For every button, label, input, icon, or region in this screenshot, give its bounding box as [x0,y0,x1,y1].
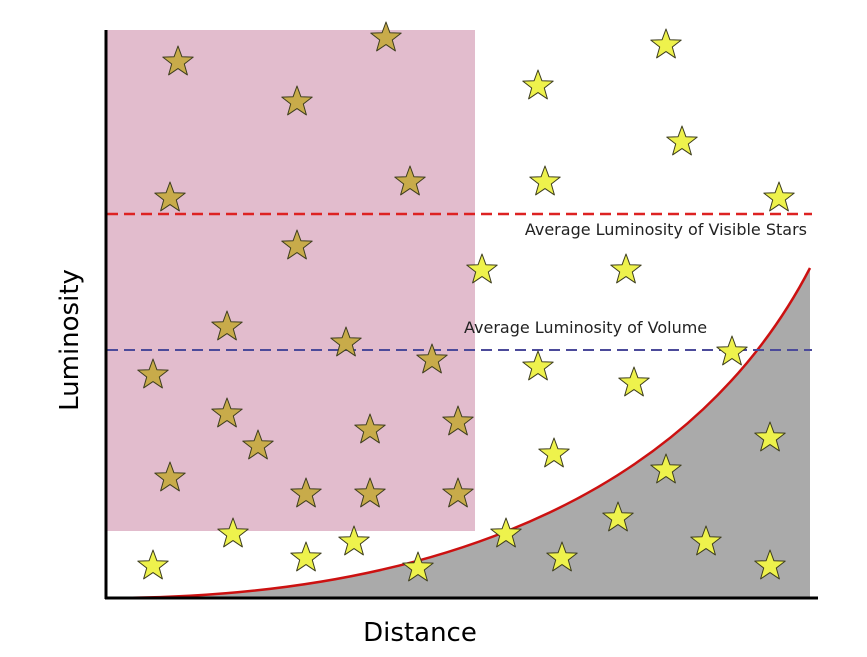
star-12 [466,253,498,284]
star-40 [546,541,578,572]
star-36 [690,525,722,556]
stars-layer [137,21,795,582]
star-26 [538,437,570,468]
star-20 [618,366,650,397]
star-30 [354,477,386,508]
x-axis-title: Distance [363,618,477,648]
star-19 [522,350,554,381]
visible-stars-average-label: Average Luminosity of Visible Stars [525,220,807,239]
detection-limit-curve [106,267,812,600]
star-38 [290,541,322,572]
star-25 [754,421,786,452]
star-11 [281,229,313,260]
star-27 [650,453,682,484]
star-29 [290,477,322,508]
star-15 [330,326,362,357]
star-35 [338,525,370,556]
star-21 [211,397,243,428]
volume-average-label: Average Luminosity of Volume [464,318,707,337]
star-24 [442,405,474,436]
star-31 [442,477,474,508]
star-8 [394,165,426,196]
star-7 [154,181,186,212]
star-5 [650,28,682,59]
star-32 [602,501,634,532]
star-18 [137,358,169,389]
volume-limited-region [107,30,475,531]
star-4 [522,69,554,100]
star-33 [217,517,249,548]
star-37 [137,549,169,580]
star-9 [529,165,561,196]
star-23 [354,413,386,444]
star-10 [763,181,795,212]
star-14 [211,310,243,341]
star-41 [754,549,786,580]
star-13 [610,253,642,284]
star-2 [370,21,402,52]
y-axis-title: Luminosity [55,269,85,411]
star-17 [716,335,748,366]
star-3 [281,85,313,116]
star-34 [490,517,522,548]
star-1 [162,45,194,76]
star-28 [154,461,186,492]
star-16 [416,343,448,374]
star-22 [242,429,274,460]
star-39 [402,551,434,582]
star-6 [666,125,698,156]
undetected-region [107,268,810,598]
